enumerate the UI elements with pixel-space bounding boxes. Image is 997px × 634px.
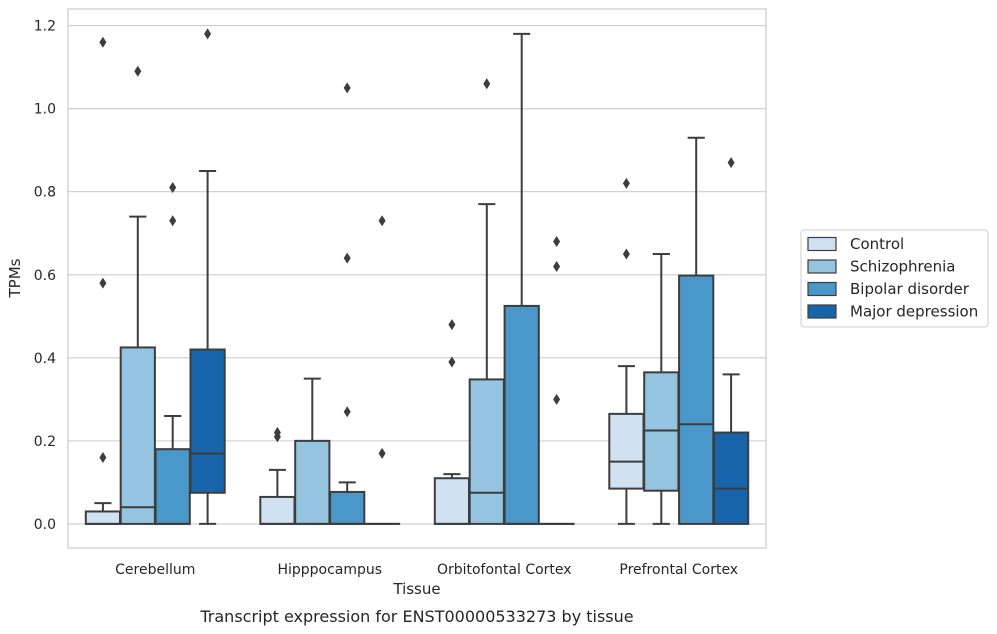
legend-swatch: [807, 236, 837, 252]
y-tick-label: 0.8: [34, 185, 56, 201]
outlier-point: [553, 236, 561, 248]
outlier-point: [204, 28, 212, 40]
outlier-point: [343, 406, 351, 418]
tick-labels: 0.0 0.2 0.4 0.6 0.8 1.0 1.2 Cerebellum Hipppocam…: [34, 19, 738, 578]
outlier-point: [99, 277, 107, 289]
box-group: [363, 215, 401, 525]
y-axis-label: TPMs: [6, 258, 24, 298]
x-axis-label: Tissue: [392, 580, 440, 598]
box-group: [712, 157, 750, 525]
box: [329, 490, 366, 525]
box: [294, 439, 331, 525]
outlier-point: [378, 215, 386, 227]
outlier-point: [378, 447, 386, 459]
plot-frame: [67, 8, 767, 549]
box-group: [608, 177, 645, 525]
box: [119, 346, 156, 525]
box: [84, 510, 122, 525]
x-tick-label: Orbitofontal Cortex: [437, 562, 572, 578]
box: [433, 477, 471, 525]
box: [259, 495, 296, 525]
box: [189, 348, 226, 494]
box-group: [538, 236, 575, 525]
outlier-point: [622, 177, 630, 189]
y-tick-label: 0.0: [34, 517, 56, 533]
legend-swatch: [807, 281, 837, 297]
box: [678, 274, 715, 525]
box-group: [84, 36, 122, 525]
box: [154, 448, 191, 525]
outlier-point: [273, 427, 281, 439]
box-group: [678, 136, 715, 525]
box: [712, 431, 750, 525]
box-group: [259, 427, 296, 525]
outlier-point: [99, 36, 107, 48]
outlier-point: [99, 451, 107, 463]
y-tick-label: 1.0: [34, 102, 56, 118]
outlier-point: [553, 393, 561, 405]
box-group: [433, 319, 471, 525]
outlier-point: [343, 82, 351, 94]
outlier-point: [483, 78, 491, 90]
box-group: [503, 32, 540, 525]
legend-frame: [800, 229, 989, 328]
x-tick-label: Cerebellum: [115, 562, 195, 578]
legend-label: Major depression: [850, 303, 978, 321]
legend-label: Schizophrenia: [850, 258, 955, 276]
boxes-layer: [84, 28, 750, 525]
legend-swatch: [807, 259, 837, 274]
legend-label: Control: [850, 235, 904, 253]
box-group: [154, 182, 191, 525]
outlier-point: [343, 252, 351, 264]
y-tick-label: 0.2: [34, 434, 56, 450]
legend-label: Bipolar disorder: [850, 280, 970, 298]
outlier-point: [134, 65, 142, 77]
outlier-point: [169, 215, 177, 227]
x-tick-label: Hipppocampus: [277, 562, 382, 578]
box-group: [189, 28, 226, 525]
outlier-point: [622, 248, 630, 260]
y-tick-label: 0.4: [34, 351, 56, 367]
y-tick-label: 1.2: [34, 19, 56, 35]
box: [468, 378, 505, 525]
box: [608, 412, 645, 490]
box-group: [294, 377, 331, 525]
chart-caption: Transcript expression for ENST0000053327…: [199, 607, 633, 626]
legend: Control Schizophrenia Bipolar disorder Majo…: [800, 229, 989, 328]
x-tick-label: Prefrontal Cortex: [619, 562, 738, 578]
box: [503, 304, 540, 525]
outlier-point: [727, 157, 735, 169]
box-group: [329, 82, 366, 525]
outlier-point: [169, 182, 177, 194]
legend-swatch: [807, 304, 837, 319]
box-group: [119, 65, 156, 525]
outlier-point: [448, 356, 456, 368]
outlier-point: [553, 260, 561, 272]
box: [643, 371, 680, 492]
outlier-point: [448, 319, 456, 331]
y-tick-label: 0.6: [34, 268, 56, 284]
box-group: [468, 78, 505, 525]
